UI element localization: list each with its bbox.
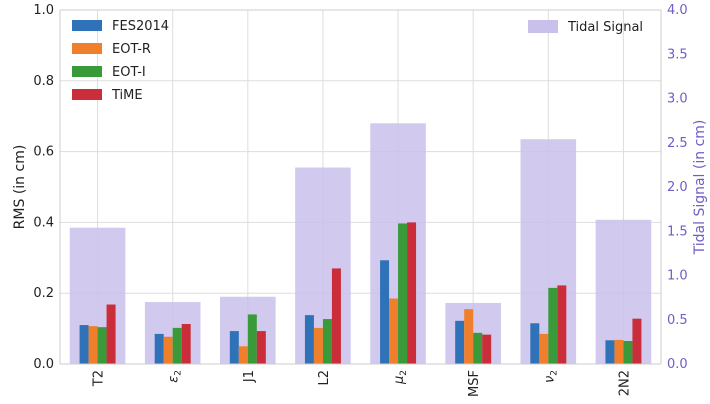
bar-eot-r-J1 xyxy=(238,346,248,364)
bar-eot-r-μ2 xyxy=(389,298,399,364)
bar-fes2014-MSF xyxy=(455,320,465,364)
y2-tick-label: 2.0 xyxy=(667,180,688,195)
legend-swatch-tidal-signal xyxy=(528,20,558,33)
bar-fes2014-ν2 xyxy=(530,323,540,364)
x-tick-label: ε2 xyxy=(167,370,184,383)
bar-eot-i-ν2 xyxy=(548,287,558,364)
bar-eot-r-2N2 xyxy=(614,339,624,364)
legend-swatch-eot-r xyxy=(72,43,102,54)
x-tick-label: L2 xyxy=(317,370,332,386)
y2-tick-label: 1.5 xyxy=(667,224,688,239)
bar-eot-r-ν2 xyxy=(539,333,549,364)
y-axis-label: RMS (in cm) xyxy=(12,145,28,230)
bar-time-ν2 xyxy=(557,285,567,364)
bar-eot-r-ε2 xyxy=(163,336,173,364)
legend-label-fes2014: FES2014 xyxy=(112,19,169,34)
tidal-legend: Tidal Signal xyxy=(528,20,643,35)
bar-time-J1 xyxy=(256,331,266,364)
x-tick-label: ν2 xyxy=(542,370,559,383)
bar-fes2014-μ2 xyxy=(380,260,390,364)
bar-eot-r-L2 xyxy=(313,327,323,364)
bar-eot-r-MSF xyxy=(464,309,474,364)
x-tick-label: MSF xyxy=(467,370,482,397)
x-tick-label: T2 xyxy=(92,370,107,387)
bar-eot-i-μ2 xyxy=(398,223,408,364)
bar-fes2014-ε2 xyxy=(154,333,164,364)
legend-label-time: TiME xyxy=(111,88,143,103)
y2-tick-label: 0.0 xyxy=(667,357,688,372)
x-tick-label: μ2 xyxy=(392,370,409,385)
legend-swatch-time xyxy=(72,89,102,100)
y2-tick-label: 4.0 xyxy=(667,3,688,18)
y2-axis-label: Tidal Signal (in cm) xyxy=(692,120,708,256)
y-tick-label: 0.0 xyxy=(33,357,54,372)
y2-tick-label: 3.5 xyxy=(667,47,688,62)
legend-label-eot-i: EOT-I xyxy=(112,65,146,80)
bar-eot-i-2N2 xyxy=(623,340,633,364)
bar-eot-i-J1 xyxy=(247,314,257,364)
bar-eot-i-MSF xyxy=(473,332,483,364)
bar-eot-i-T2 xyxy=(97,327,107,364)
bar-fes2014-T2 xyxy=(79,325,89,364)
y-tick-label: 0.4 xyxy=(33,215,54,230)
ticks: 0.0 0.2 0.4 0.6 0.8 1.0 0.0 0.5 1.0 1.5 2.0 2.5 3.0 3… xyxy=(33,3,687,397)
bar-eot-i-ε2 xyxy=(172,327,182,364)
bar-fes2014-L2 xyxy=(304,315,314,364)
y-tick-label: 0.2 xyxy=(33,286,54,301)
legend-label-eot-r: EOT-R xyxy=(112,42,151,57)
y-tick-label: 0.6 xyxy=(33,145,54,160)
legend-label-tidal-signal: Tidal Signal xyxy=(567,20,643,35)
y2-tick-label: 3.0 xyxy=(667,92,688,107)
legend-swatch-eot-i xyxy=(72,66,102,77)
bar-time-ε2 xyxy=(181,323,191,364)
bar-time-MSF xyxy=(482,334,492,364)
legend: FES2014 EOT-R EOT-I TiME xyxy=(72,19,169,103)
x-tick-label: 2N2 xyxy=(617,370,632,396)
bar-time-L2 xyxy=(331,268,341,364)
y2-tick-label: 2.5 xyxy=(667,136,688,151)
bar-time-2N2 xyxy=(632,318,642,364)
axes xyxy=(59,9,662,365)
bar-fes2014-J1 xyxy=(229,331,239,364)
legend-swatch-fes2014 xyxy=(72,20,102,31)
rms-bars xyxy=(79,222,642,364)
bar-eot-i-L2 xyxy=(322,319,332,364)
x-tick-label: J1 xyxy=(242,370,257,383)
bar-fes2014-2N2 xyxy=(605,340,615,364)
bar-time-μ2 xyxy=(407,222,417,364)
bar-eot-r-T2 xyxy=(88,326,98,364)
y-tick-label: 1.0 xyxy=(33,3,54,18)
y-tick-label: 0.8 xyxy=(33,74,54,89)
y2-tick-label: 1.0 xyxy=(667,269,688,284)
bar-time-T2 xyxy=(106,304,116,364)
y2-tick-label: 0.5 xyxy=(667,313,688,328)
